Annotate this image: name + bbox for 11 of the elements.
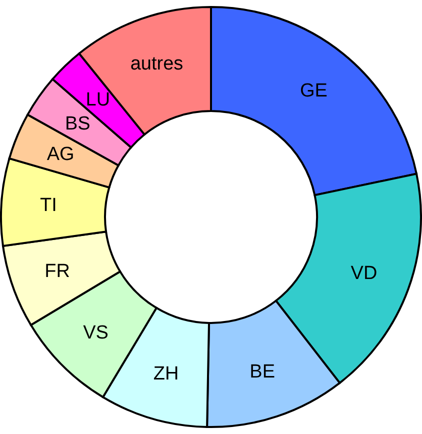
slice-label: autres [130, 53, 184, 74]
slice-label: LU [86, 90, 110, 111]
slice-label: FR [44, 261, 70, 282]
slice-label: ZH [153, 364, 179, 385]
slice-label: BE [250, 362, 276, 383]
slice-label: GE [300, 80, 328, 102]
slice-label: TI [40, 195, 57, 216]
slice-label: AG [46, 144, 74, 166]
slice-label: VD [350, 263, 378, 284]
slice-label: BS [64, 113, 90, 134]
slice-label: VS [83, 322, 108, 344]
